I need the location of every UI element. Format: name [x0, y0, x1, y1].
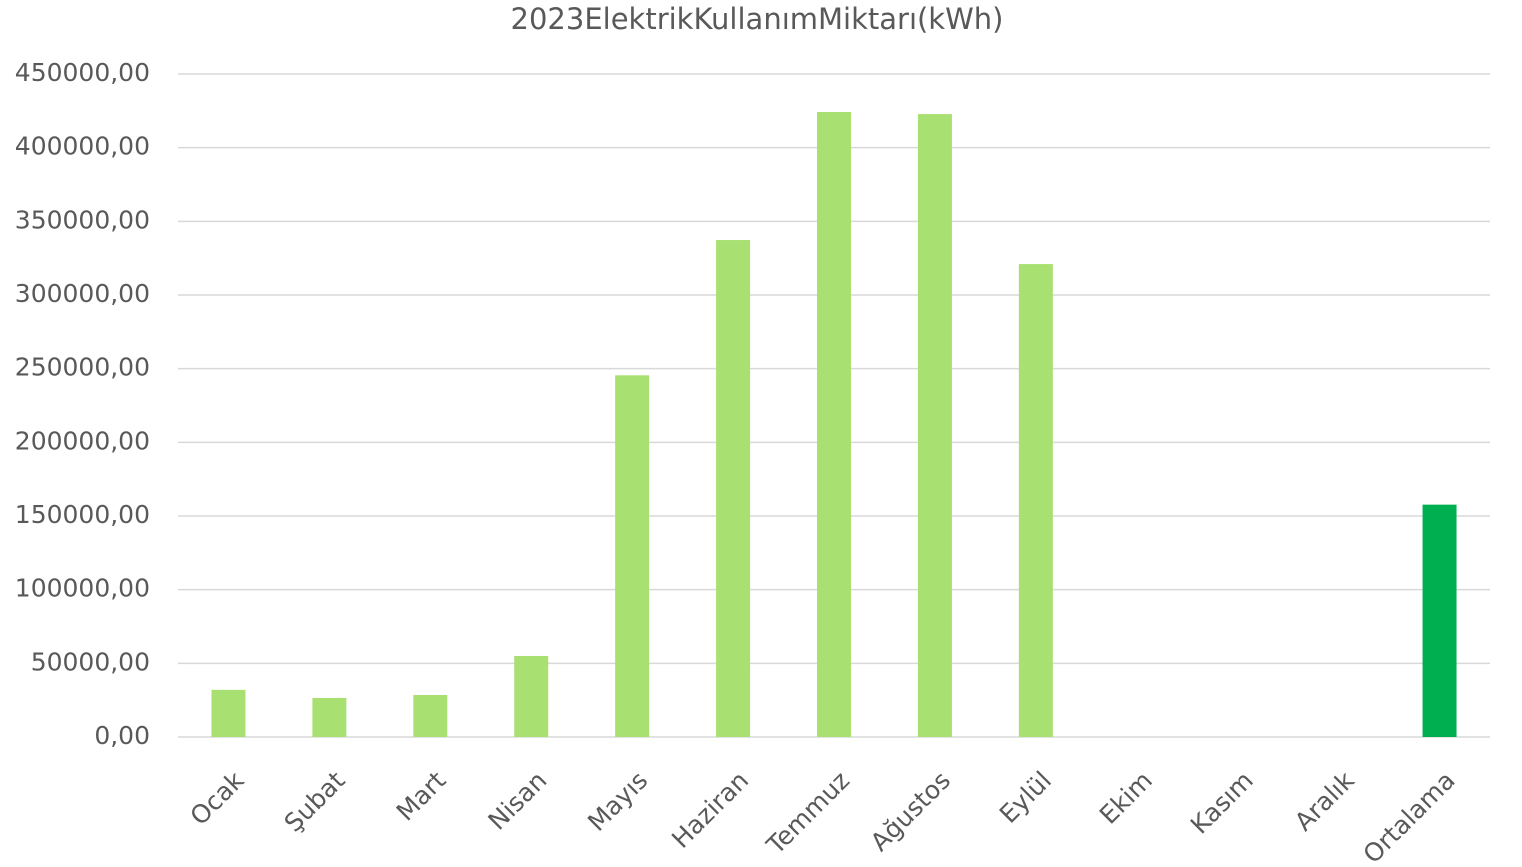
y-tick-label: 450000,00	[15, 58, 150, 87]
x-tick-label: Mayıs	[582, 766, 653, 837]
x-tick-label: Aralık	[1289, 765, 1360, 836]
bar	[917, 114, 952, 738]
chart-title: 2023ElektrikKullanımMiktarı(kWh)	[511, 2, 1004, 36]
x-tick-label: Kasım	[1185, 766, 1259, 840]
x-tick-label: Eylül	[994, 766, 1057, 829]
x-tick-label: Mart	[391, 766, 452, 827]
x-tick-label: Ortalama	[1357, 766, 1460, 867]
x-tick-label: Temmuz	[760, 766, 855, 861]
y-tick-label: 100000,00	[15, 574, 150, 603]
y-tick-label: 400000,00	[15, 132, 150, 161]
x-tick-label: Şubat	[279, 766, 351, 838]
x-tick-label: Ağustos	[865, 766, 956, 857]
bar	[1018, 264, 1053, 737]
y-tick-label: 150000,00	[15, 500, 150, 529]
x-tick-label: Nisan	[483, 766, 553, 836]
bar	[817, 112, 851, 737]
y-tick-label: 250000,00	[15, 353, 150, 382]
y-tick-label: 300000,00	[15, 279, 150, 308]
bar	[1422, 504, 1457, 737]
bar	[615, 375, 650, 737]
y-tick-label: 350000,00	[15, 205, 150, 234]
y-tick-label: 0,00	[94, 721, 150, 750]
bar	[413, 695, 448, 737]
bar	[312, 697, 347, 737]
x-tick-label: Ekim	[1094, 766, 1158, 830]
x-tick-label: Haziran	[666, 766, 754, 854]
y-tick-label: 200000,00	[15, 426, 150, 455]
x-tick-label: Ocak	[184, 765, 250, 831]
y-tick-label: 50000,00	[31, 647, 150, 676]
bar	[716, 240, 751, 737]
bar	[514, 655, 549, 737]
bar	[211, 689, 246, 737]
